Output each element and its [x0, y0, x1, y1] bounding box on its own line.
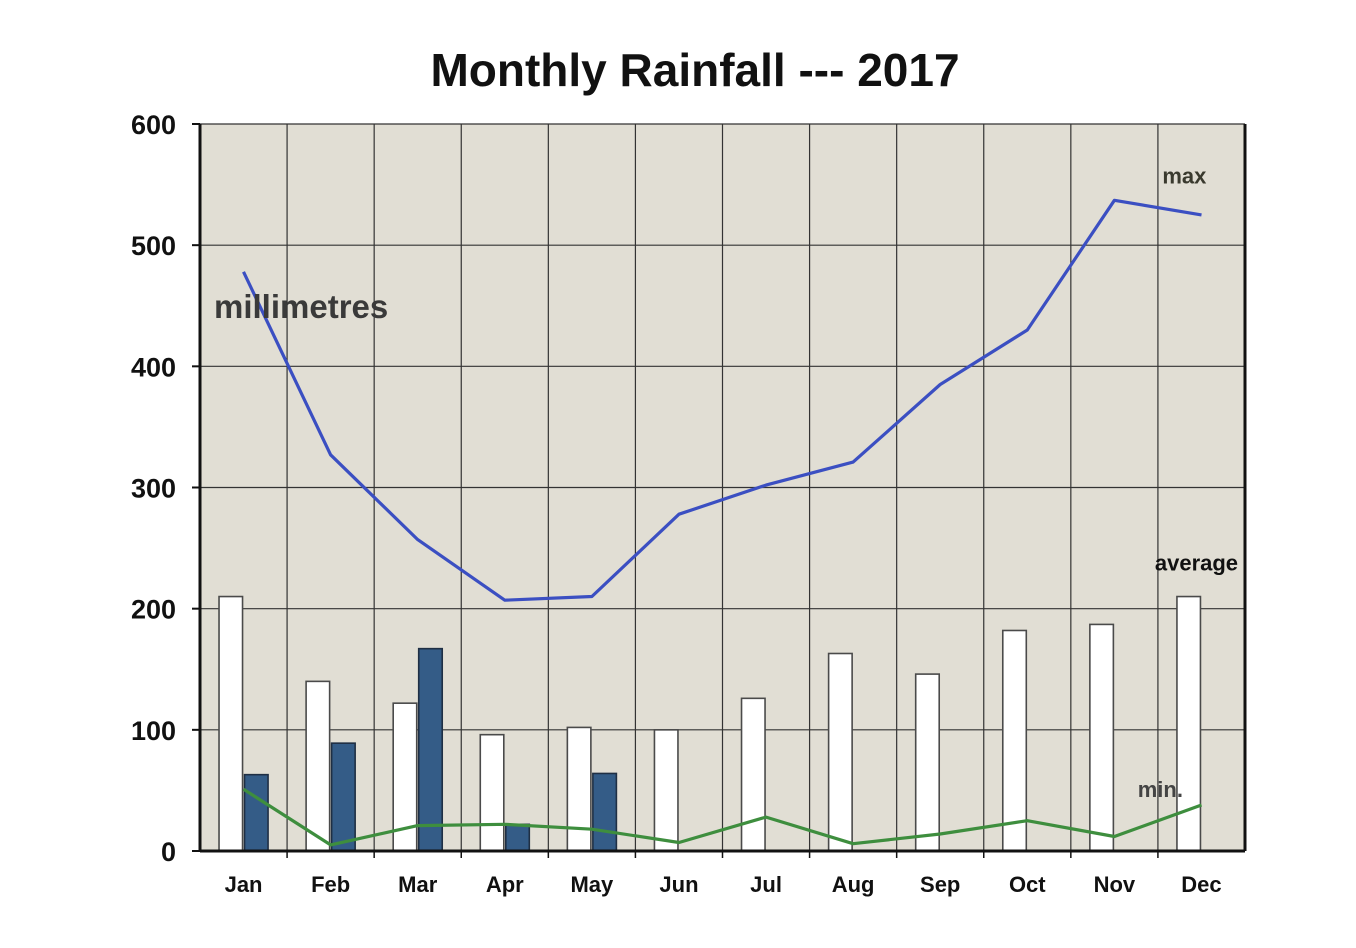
x-tick-label: Jun [659, 872, 698, 897]
x-tick-label: Aug [832, 872, 875, 897]
bar-average [1001, 629, 1028, 852]
y-tick-label: 400 [131, 352, 176, 382]
bar-average [914, 673, 941, 852]
series-label-average: average [1155, 551, 1238, 576]
y-tick-label: 300 [131, 474, 176, 504]
bar-average [1089, 623, 1115, 852]
bar-rainfall-2017 [243, 773, 269, 852]
bar-average [827, 652, 853, 852]
y-tick-label: 100 [131, 716, 176, 746]
series-label-max: max [1162, 163, 1207, 188]
x-tick-label: Sep [920, 872, 960, 897]
bar-average [653, 729, 679, 852]
line-min [242, 787, 1203, 847]
y-axis-unit-label: millimetres [214, 288, 388, 325]
series-label-min: min. [1138, 777, 1183, 802]
line-max [242, 198, 1202, 602]
x-tick-label: Jul [750, 872, 782, 897]
bar-average [479, 733, 505, 852]
chart-title: Monthly Rainfall --- 2017 [430, 44, 959, 96]
x-tick-label: Mar [398, 872, 438, 897]
plot-area: 0 100 200 300 400 500 600 Jan Feb Mar Apr May Jun Jul… [131, 110, 1247, 897]
x-tick-label: Dec [1181, 872, 1221, 897]
y-tick-label: 500 [131, 231, 176, 261]
y-tick-label: 200 [131, 595, 176, 625]
bar-rainfall-2017 [330, 742, 356, 852]
bar-rainfall-2017 [592, 772, 618, 852]
x-tick-label: Feb [311, 872, 350, 897]
x-tick-label: Oct [1009, 872, 1046, 897]
x-tick-label: Nov [1094, 872, 1136, 897]
x-tick-label: Apr [486, 872, 524, 897]
bar-average [218, 595, 244, 852]
bar-average [305, 680, 331, 852]
bar-average [566, 726, 592, 852]
y-tick-label: 600 [131, 110, 176, 140]
y-tick-label: 0 [161, 837, 176, 867]
x-tick-label: Jan [225, 872, 263, 897]
bar-rainfall-2017 [417, 647, 444, 852]
bar-average [740, 697, 766, 852]
x-tick-label: May [570, 872, 614, 897]
bar-rainfall-2017 [504, 823, 531, 852]
